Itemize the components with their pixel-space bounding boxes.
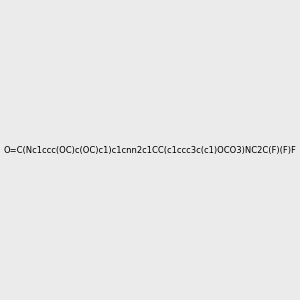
- Text: O=C(Nc1ccc(OC)c(OC)c1)c1cnn2c1CC(c1ccc3c(c1)OCO3)NC2C(F)(F)F: O=C(Nc1ccc(OC)c(OC)c1)c1cnn2c1CC(c1ccc3c…: [4, 146, 296, 154]
